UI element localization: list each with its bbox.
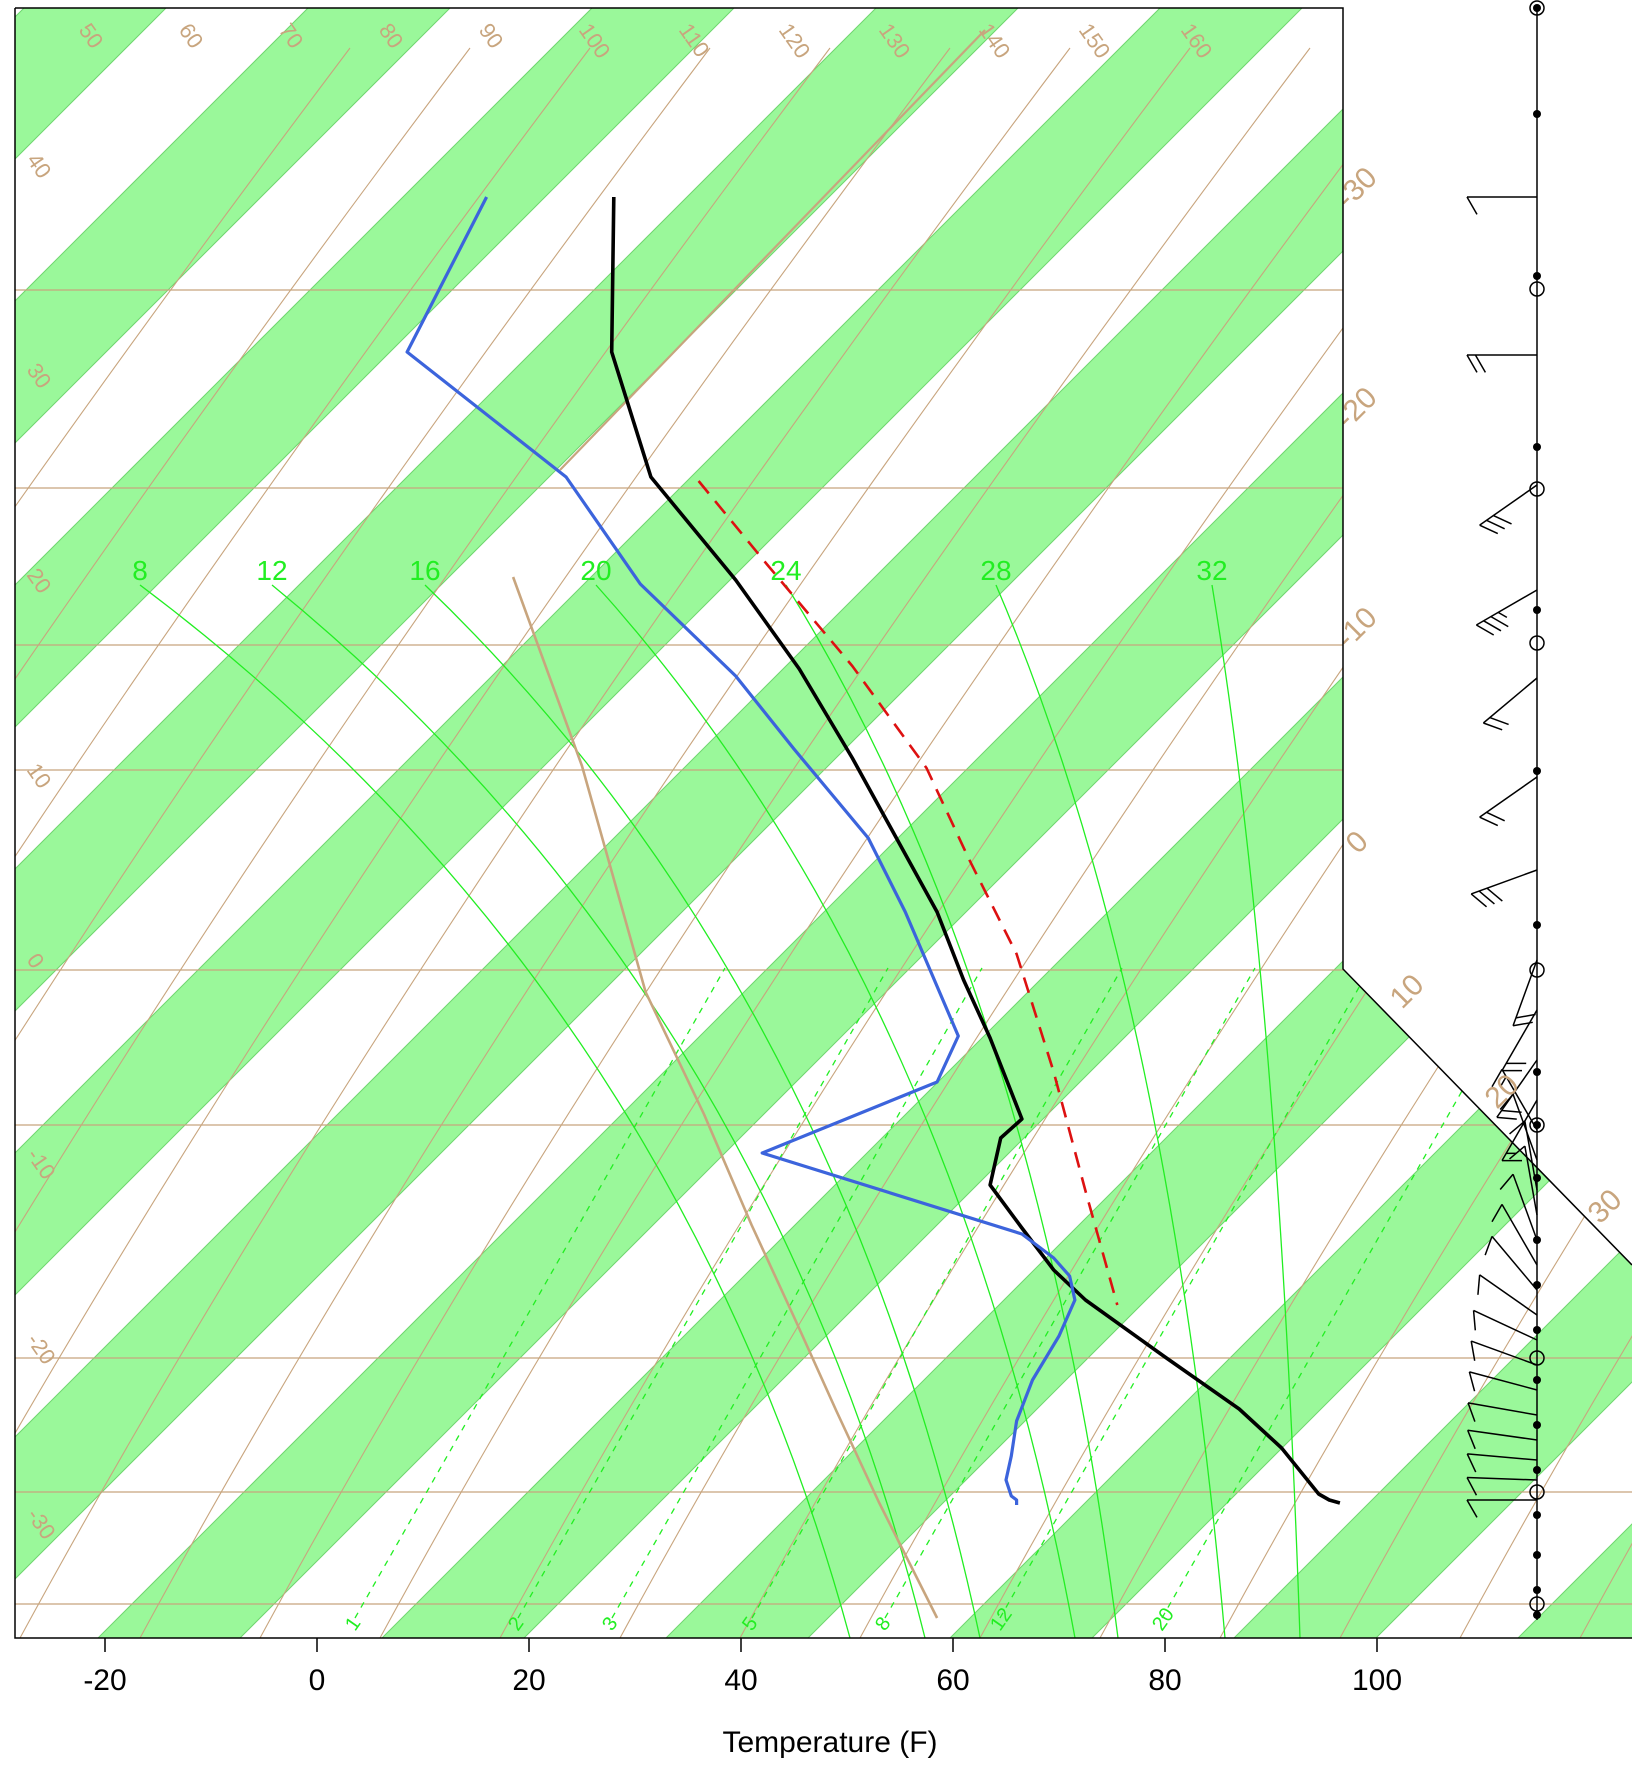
wind-barb xyxy=(1478,1275,1537,1315)
height-label-left: 40 xyxy=(22,149,57,183)
theta-e-label: 20 xyxy=(580,555,611,586)
skewed-temperature-label: 10 xyxy=(1384,968,1431,1015)
wind-level-dot xyxy=(1533,4,1541,12)
wind-level-dot xyxy=(1533,1511,1541,1519)
wind-barb xyxy=(1480,777,1537,826)
wind-barb xyxy=(1502,1010,1537,1071)
x-tick-label: 80 xyxy=(1148,1664,1181,1697)
wind-level-dot xyxy=(1533,1551,1541,1559)
temperature-band xyxy=(98,8,1632,1638)
wind-level-dot xyxy=(1533,767,1541,775)
height-label-top: 90 xyxy=(474,19,509,53)
wind-barb xyxy=(1483,678,1537,730)
green-temperature-bands xyxy=(0,8,1632,1638)
frame-left-bottom xyxy=(15,8,1632,1638)
theta-e-label: 28 xyxy=(980,555,1011,586)
wind-level-dot xyxy=(1533,1586,1541,1594)
wind-level-dot xyxy=(1533,443,1541,451)
isopleth-lines xyxy=(0,30,1632,1638)
wind-level-dot xyxy=(1533,1326,1541,1334)
x-tick-label: 60 xyxy=(936,1664,969,1697)
wind-level-dot xyxy=(1533,1068,1541,1076)
theta-e-label: 8 xyxy=(132,555,148,586)
wind-barb xyxy=(1474,1310,1537,1340)
wind-level-dot xyxy=(1533,272,1541,280)
x-tick-label: 0 xyxy=(309,1664,326,1697)
mixing-ratio-label: 20 xyxy=(1148,1604,1179,1635)
theta-e-label: 16 xyxy=(409,555,440,586)
x-tick-label: -20 xyxy=(83,1664,126,1697)
x-tick-label: 20 xyxy=(512,1664,545,1697)
skewed-temperature-label: 30 xyxy=(1582,1183,1629,1230)
mixing-ratio-label: 1 xyxy=(341,1613,365,1635)
wind-level-dot xyxy=(1533,1376,1541,1384)
height-label-top: 150 xyxy=(1074,19,1116,63)
theta-e-label: 32 xyxy=(1196,555,1227,586)
wind-barb xyxy=(1480,485,1537,534)
wind-barb xyxy=(1471,870,1537,907)
wind-level-dot xyxy=(1533,606,1541,614)
skewed-temperature-label: -10 xyxy=(1330,601,1384,655)
skewed-temperature-label: 0 xyxy=(1340,825,1375,860)
wind-barb xyxy=(1467,197,1537,214)
x-axis: -20 0 20 40 60 80 100 Temperature (F) xyxy=(83,1638,1402,1759)
height-label-left: -20 xyxy=(22,1329,61,1369)
wind-level-dot xyxy=(1533,1611,1541,1619)
wind-barb xyxy=(1485,1236,1537,1290)
mixing-ratio-label: 3 xyxy=(598,1613,622,1635)
wind-barb xyxy=(1467,355,1537,372)
x-tick-label: 40 xyxy=(724,1664,757,1697)
mixing-ratio-label: 8 xyxy=(871,1613,895,1635)
plot-frame xyxy=(15,8,1632,1638)
temperature-band xyxy=(0,8,1586,1638)
wind-level-dot xyxy=(1533,1466,1541,1474)
wind-barb xyxy=(1476,590,1537,635)
height-label-top: 60 xyxy=(174,19,209,53)
x-tick-label: 100 xyxy=(1352,1664,1402,1697)
wind-level-dot xyxy=(1533,110,1541,118)
theta-e-label: 12 xyxy=(256,555,287,586)
height-label-top: 120 xyxy=(774,19,816,63)
x-axis-title: Temperature (F) xyxy=(722,1726,937,1759)
wind-level-dot xyxy=(1533,921,1541,929)
theta-e-label: 24 xyxy=(770,555,801,586)
wind-level-dot xyxy=(1533,1421,1541,1429)
height-label-left: 10 xyxy=(22,759,57,793)
